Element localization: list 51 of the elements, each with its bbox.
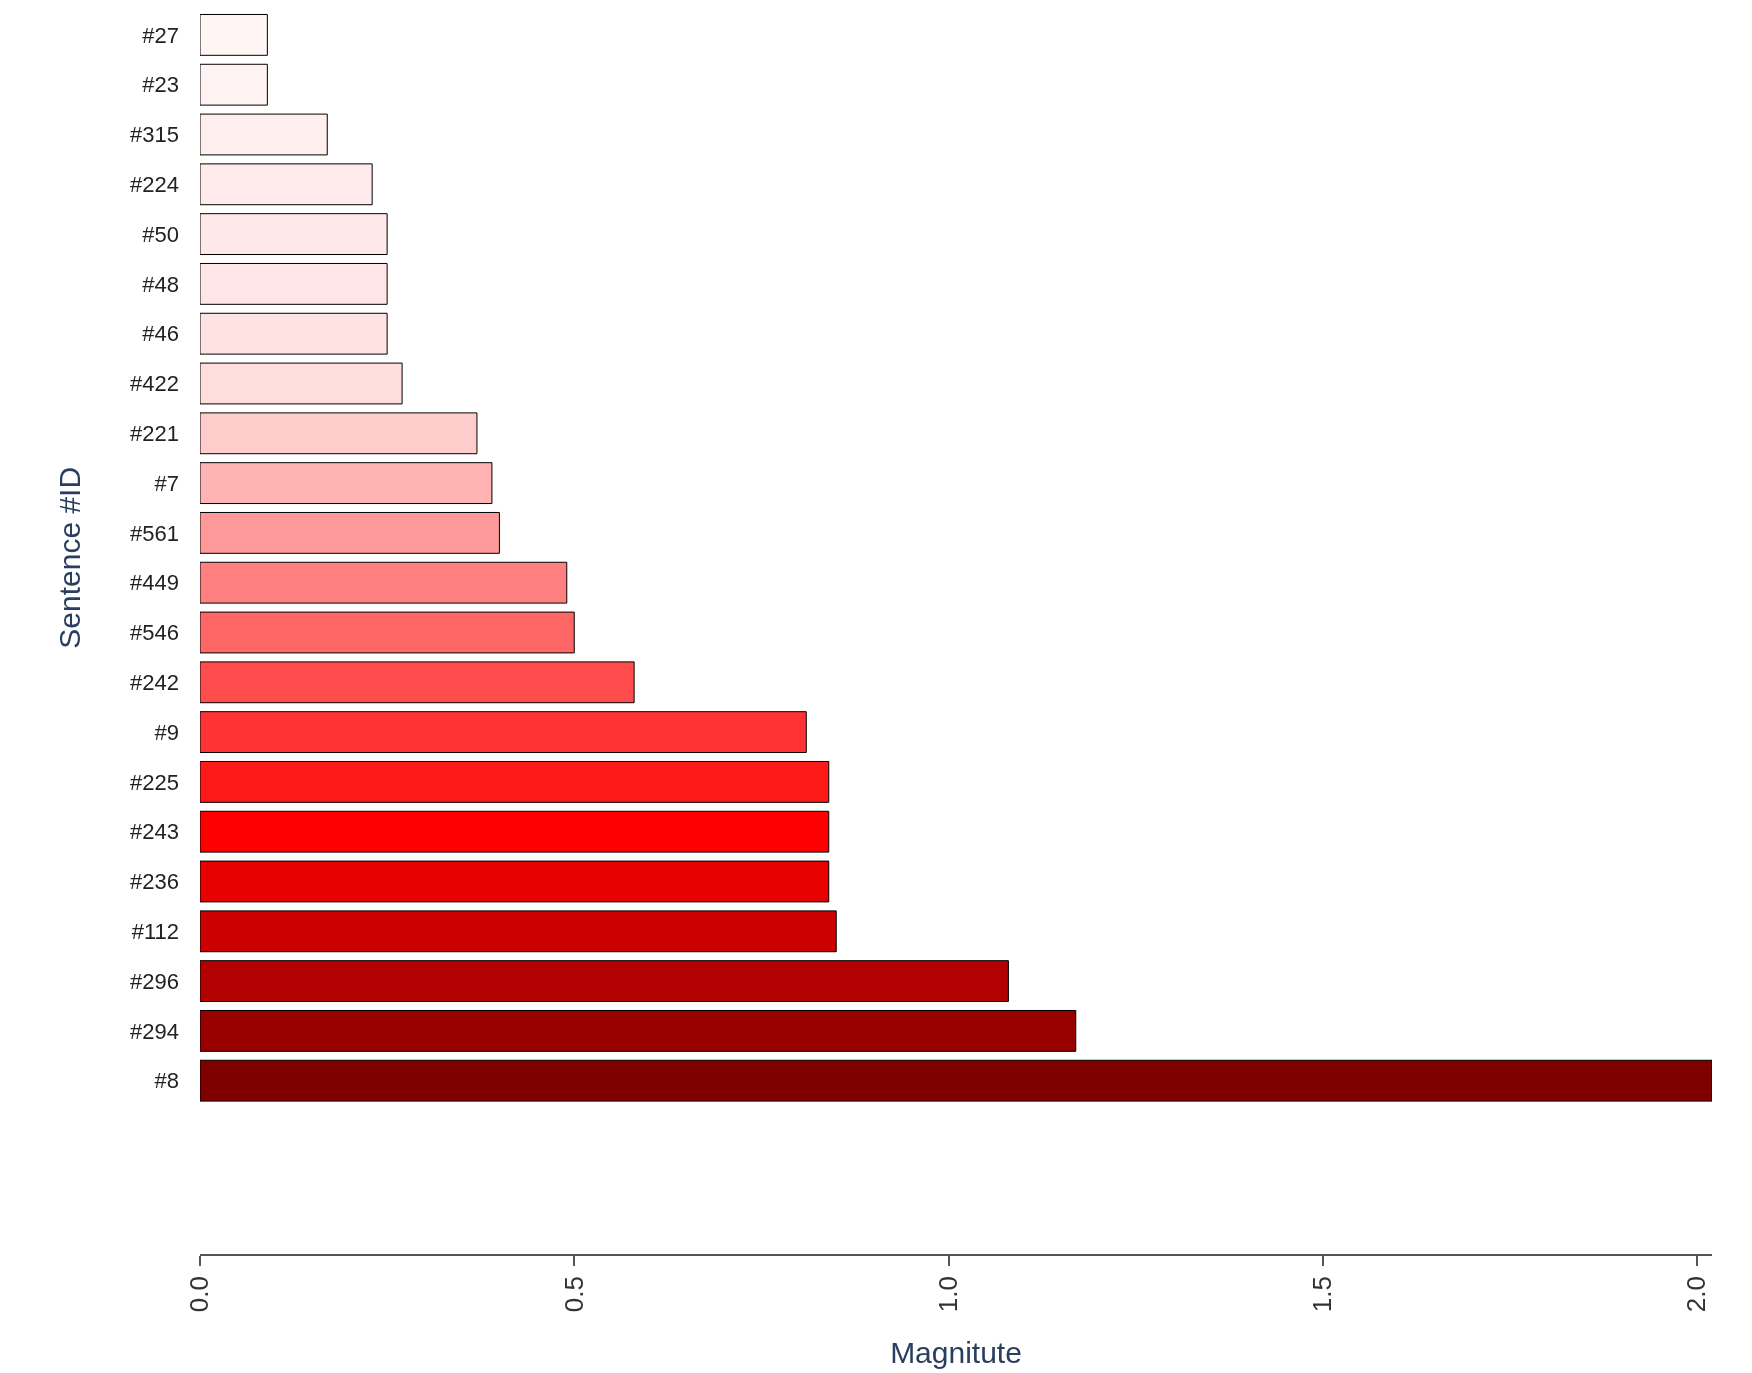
y-tick-label: #46 [142, 321, 179, 347]
y-tick-label: #221 [130, 421, 179, 446]
y-tick-label: #224 [130, 172, 179, 197]
y-tick-label: #9 [154, 719, 179, 745]
x-tick-label: 0.5 [558, 1276, 589, 1313]
x-tick-label: 1.5 [1307, 1276, 1338, 1313]
bar [200, 511, 500, 554]
y-tick-label: #23 [142, 72, 179, 98]
y-tick-label: #48 [142, 271, 179, 297]
x-tick-label: 1.0 [932, 1276, 963, 1313]
y-tick-label: #112 [131, 919, 179, 944]
bar [200, 213, 388, 256]
y-tick-label: #236 [130, 869, 179, 895]
bar [200, 810, 830, 853]
y-tick-label: #296 [130, 968, 179, 994]
x-tick-label: 0.0 [184, 1276, 215, 1313]
bar [200, 362, 403, 405]
bar [200, 1009, 1077, 1052]
bar [200, 910, 837, 953]
y-tick-label: #561 [130, 520, 179, 546]
y-tick-label: #449 [130, 570, 179, 596]
bar [200, 312, 388, 355]
bar [200, 462, 493, 505]
bar [200, 561, 568, 604]
bar [200, 13, 268, 56]
y-axis-title: Sentence #ID [53, 466, 87, 649]
y-tick-label: #315 [130, 122, 179, 148]
bar [200, 262, 388, 305]
x-axis-title: Magnitute [890, 1336, 1022, 1370]
y-tick-label: #242 [130, 670, 179, 695]
bar [200, 661, 635, 704]
bar [200, 113, 328, 156]
bar [200, 1059, 1712, 1102]
y-tick-label: #294 [130, 1018, 179, 1044]
bar [200, 711, 807, 754]
y-tick-label: #27 [142, 22, 179, 48]
bar [200, 63, 268, 106]
y-tick-label: #7 [154, 470, 179, 496]
x-tick-label: 2.0 [1681, 1276, 1712, 1313]
bar [200, 860, 830, 903]
y-tick-label: #546 [130, 620, 179, 646]
bar [200, 412, 478, 455]
y-tick-label: #243 [130, 819, 179, 845]
bar [200, 611, 575, 654]
y-tick-label: #225 [130, 769, 179, 795]
y-tick-label: #8 [154, 1068, 179, 1094]
bar [200, 760, 830, 803]
bar [200, 960, 1009, 1003]
y-tick-label: #50 [142, 221, 179, 247]
bar [200, 163, 373, 206]
y-tick-label: #422 [130, 371, 179, 397]
